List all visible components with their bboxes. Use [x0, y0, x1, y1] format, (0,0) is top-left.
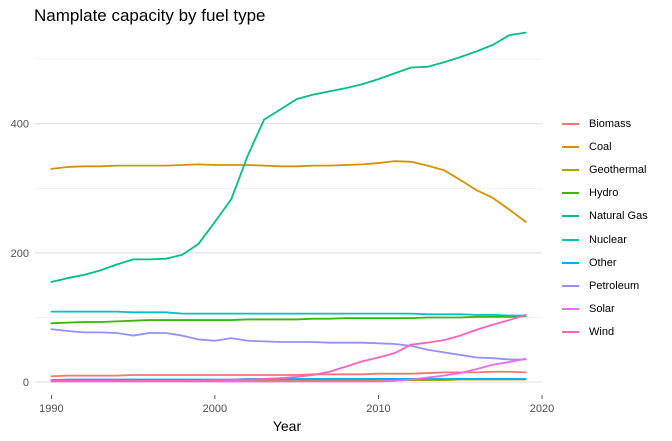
x-tick-label: 2010 [366, 403, 390, 415]
legend-label: Wind [589, 326, 615, 339]
legend-key [562, 331, 579, 334]
legend-key [562, 284, 579, 287]
chart-title: Namplate capacity by fuel type [34, 6, 266, 25]
legend-item-petroleum: Petroleum [562, 274, 648, 297]
legend-item-biomass: Biomass [562, 112, 648, 135]
legend-key [562, 308, 579, 311]
y-tick-label: 200 [11, 248, 29, 260]
legend-label: Natural Gas [589, 210, 648, 223]
legend-item-geothermal: Geothermal [562, 158, 648, 181]
x-tick-label: 2020 [530, 403, 554, 415]
legend-item-hydro: Hydro [562, 182, 648, 205]
series-line-biomass [50, 370, 527, 378]
legend-key [562, 122, 579, 125]
legend-item-nuclear: Nuclear [562, 228, 648, 251]
y-tick-label: 400 [11, 119, 29, 131]
legend-label: Geothermal [589, 163, 647, 176]
legend-label: Hydro [589, 187, 619, 200]
legend-item-other: Other [562, 251, 648, 274]
legend-key [562, 168, 579, 171]
legend-label: Other [589, 256, 617, 269]
x-axis-title: Year [273, 418, 302, 434]
legend-key [562, 145, 579, 148]
x-tick-label: 1990 [39, 403, 63, 415]
legend-key [562, 261, 579, 264]
series-line-natural-gas [50, 31, 527, 283]
legend-label: Petroleum [589, 279, 640, 292]
legend-item-natural-gas: Natural Gas [562, 205, 648, 228]
series-line-wind [50, 313, 527, 382]
series-lines [50, 31, 527, 383]
series-line-hydro [50, 315, 527, 325]
legend-label: Nuclear [589, 233, 627, 246]
legend-key [562, 192, 579, 195]
series-line-petroleum [50, 328, 527, 361]
legend-label: Biomass [589, 117, 632, 130]
legend-label: Solar [589, 303, 615, 316]
legend-key [562, 238, 579, 241]
legend-item-solar: Solar [562, 298, 648, 321]
legend: Biomass Coal Geothermal Hydro Natural Gas Nuc… [562, 112, 648, 344]
legend-label: Coal [589, 140, 612, 153]
x-tick-label: 2000 [203, 403, 227, 415]
legend-item-coal: Coal [562, 135, 648, 158]
legend-key [562, 215, 579, 218]
y-axis: 0 200 400 [11, 119, 29, 389]
series-line-coal [50, 160, 527, 223]
x-axis: 1990 2000 2010 2020 [39, 395, 554, 415]
y-tick-label: 0 [23, 377, 29, 389]
series-line-other [50, 377, 527, 382]
legend-item-wind: Wind [562, 321, 648, 344]
series-line-nuclear [50, 310, 527, 317]
